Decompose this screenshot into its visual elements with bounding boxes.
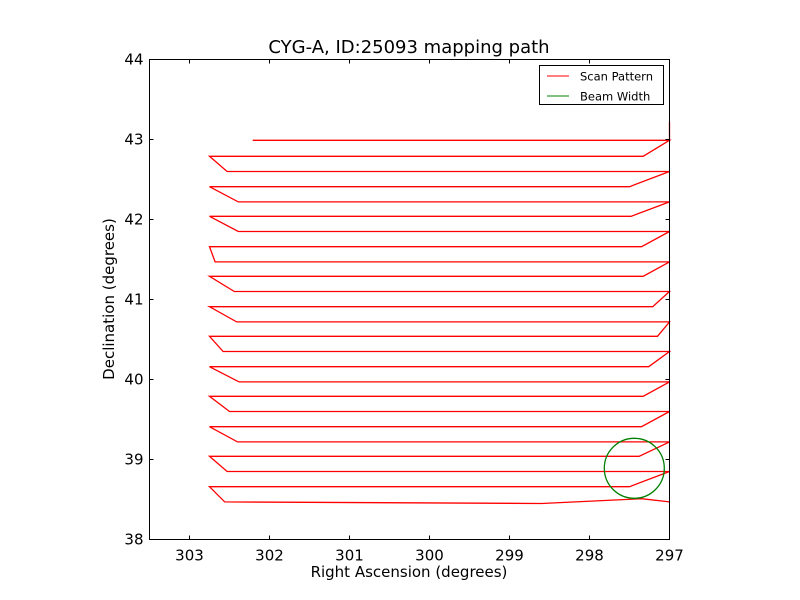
y-tick-label: 44	[124, 51, 143, 69]
y-tick-label: 38	[124, 531, 143, 549]
beam-width-circle	[603, 437, 665, 499]
x-tick-label: 298	[575, 547, 604, 565]
x-tick-label: 301	[335, 547, 364, 565]
chart-title: CYG-A, ID:25093 mapping path	[268, 37, 549, 58]
y-axis-label: Declination (degrees)	[100, 218, 118, 380]
x-tick-label: 302	[255, 547, 284, 565]
y-tick-label: 43	[124, 131, 143, 149]
x-axis-label: Right Ascension (degrees)	[311, 563, 508, 581]
scan-pattern-line	[207, 121, 672, 505]
legend-box	[539, 65, 664, 105]
x-tick-label: 299	[495, 547, 524, 565]
plot-marks	[207, 121, 672, 505]
plot-frame	[149, 59, 670, 540]
y-tick-label: 42	[124, 211, 143, 229]
x-tick-label: 303	[175, 547, 204, 565]
y-tick-label: 40	[124, 371, 143, 389]
x-tick-label: 300	[415, 547, 444, 565]
y-tick-label: 41	[124, 291, 143, 309]
x-tick-label: 297	[655, 547, 684, 565]
legend: Scan Pattern Beam Width	[539, 65, 664, 105]
axis-ticks: 303 302 301 300 299 298 297 38 39 40 41 42 43 44	[124, 51, 683, 565]
legend-beam-label: Beam Width	[580, 90, 650, 104]
legend-scan-label: Scan Pattern	[580, 70, 653, 84]
y-tick-label: 39	[124, 451, 143, 469]
